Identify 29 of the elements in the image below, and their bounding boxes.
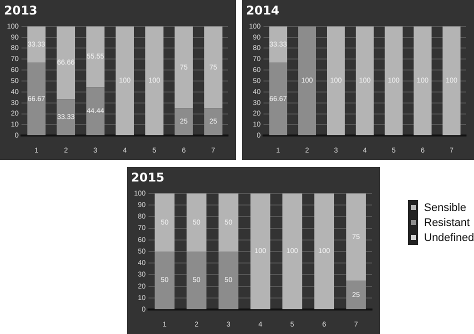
bar <box>186 252 206 310</box>
legend-label: Sensible <box>424 202 466 214</box>
legend-label: Resistant <box>424 216 470 228</box>
bar <box>314 193 334 310</box>
bar <box>346 193 366 281</box>
bar <box>154 252 175 310</box>
bar <box>116 26 134 136</box>
bar <box>218 193 238 252</box>
chart-title: 2015 <box>131 170 164 184</box>
chart-title: 2014 <box>246 3 280 18</box>
bar <box>218 252 238 310</box>
bar <box>204 108 222 136</box>
bar <box>86 26 105 88</box>
bar <box>174 26 193 108</box>
bar <box>27 26 46 63</box>
chart-title: 2013 <box>4 3 38 18</box>
bar <box>346 280 366 310</box>
bar <box>174 108 193 136</box>
bar <box>27 62 46 136</box>
bar <box>154 193 175 252</box>
bar <box>282 193 302 310</box>
bar <box>204 26 222 108</box>
bar <box>250 193 270 310</box>
bar <box>86 87 105 136</box>
bar <box>56 26 76 100</box>
bar <box>56 99 76 136</box>
bar <box>145 26 164 136</box>
bar <box>186 193 206 252</box>
legend-label: Undefined <box>424 232 474 244</box>
